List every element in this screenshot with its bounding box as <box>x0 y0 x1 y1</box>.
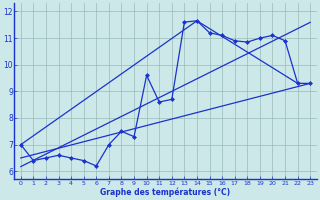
X-axis label: Graphe des températures (°C): Graphe des températures (°C) <box>100 187 231 197</box>
